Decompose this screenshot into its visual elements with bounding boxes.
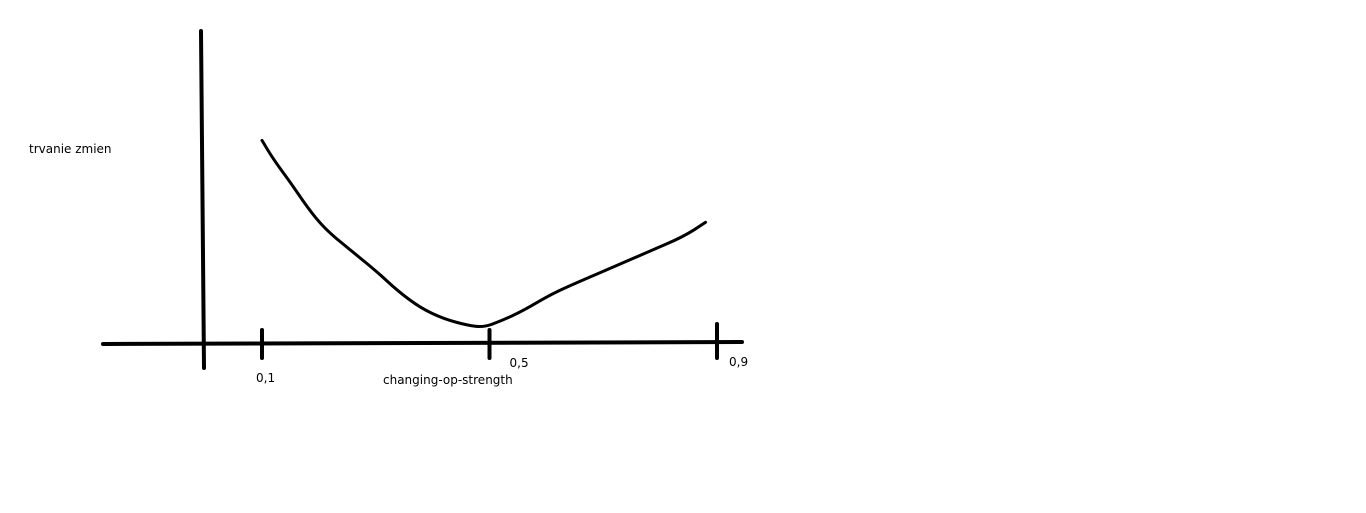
data-point [443, 317, 446, 320]
data-point [482, 326, 485, 329]
y-axis-label: trvanie zmien [29, 142, 112, 156]
y-axis-line [199, 29, 206, 370]
data-point [397, 290, 400, 293]
x-tick-label: 0,9 [729, 355, 748, 369]
data-point [323, 227, 326, 230]
data-point [306, 206, 309, 209]
x-tick-label: 0,1 [256, 371, 275, 385]
data-point [420, 307, 423, 310]
data-point [551, 292, 554, 295]
x-axis-line [101, 340, 744, 346]
x-axis-label: changing-op-strength [383, 373, 513, 387]
x-ticks: 0,1 0,5 0,9 [256, 322, 748, 385]
data-point [465, 324, 468, 327]
x-tick-label: 0,5 [510, 356, 529, 370]
series-line [260, 138, 708, 329]
data-point [499, 320, 502, 323]
data-point [613, 265, 616, 268]
data-point [346, 246, 349, 249]
data-point [261, 139, 264, 142]
series-points [261, 139, 708, 329]
data-point [579, 280, 582, 283]
data-point [647, 250, 650, 253]
data-point [289, 181, 292, 184]
data-point [272, 158, 275, 161]
data-point [704, 221, 707, 224]
data-point [522, 309, 525, 312]
data-point [374, 269, 377, 272]
data-point [681, 236, 684, 239]
